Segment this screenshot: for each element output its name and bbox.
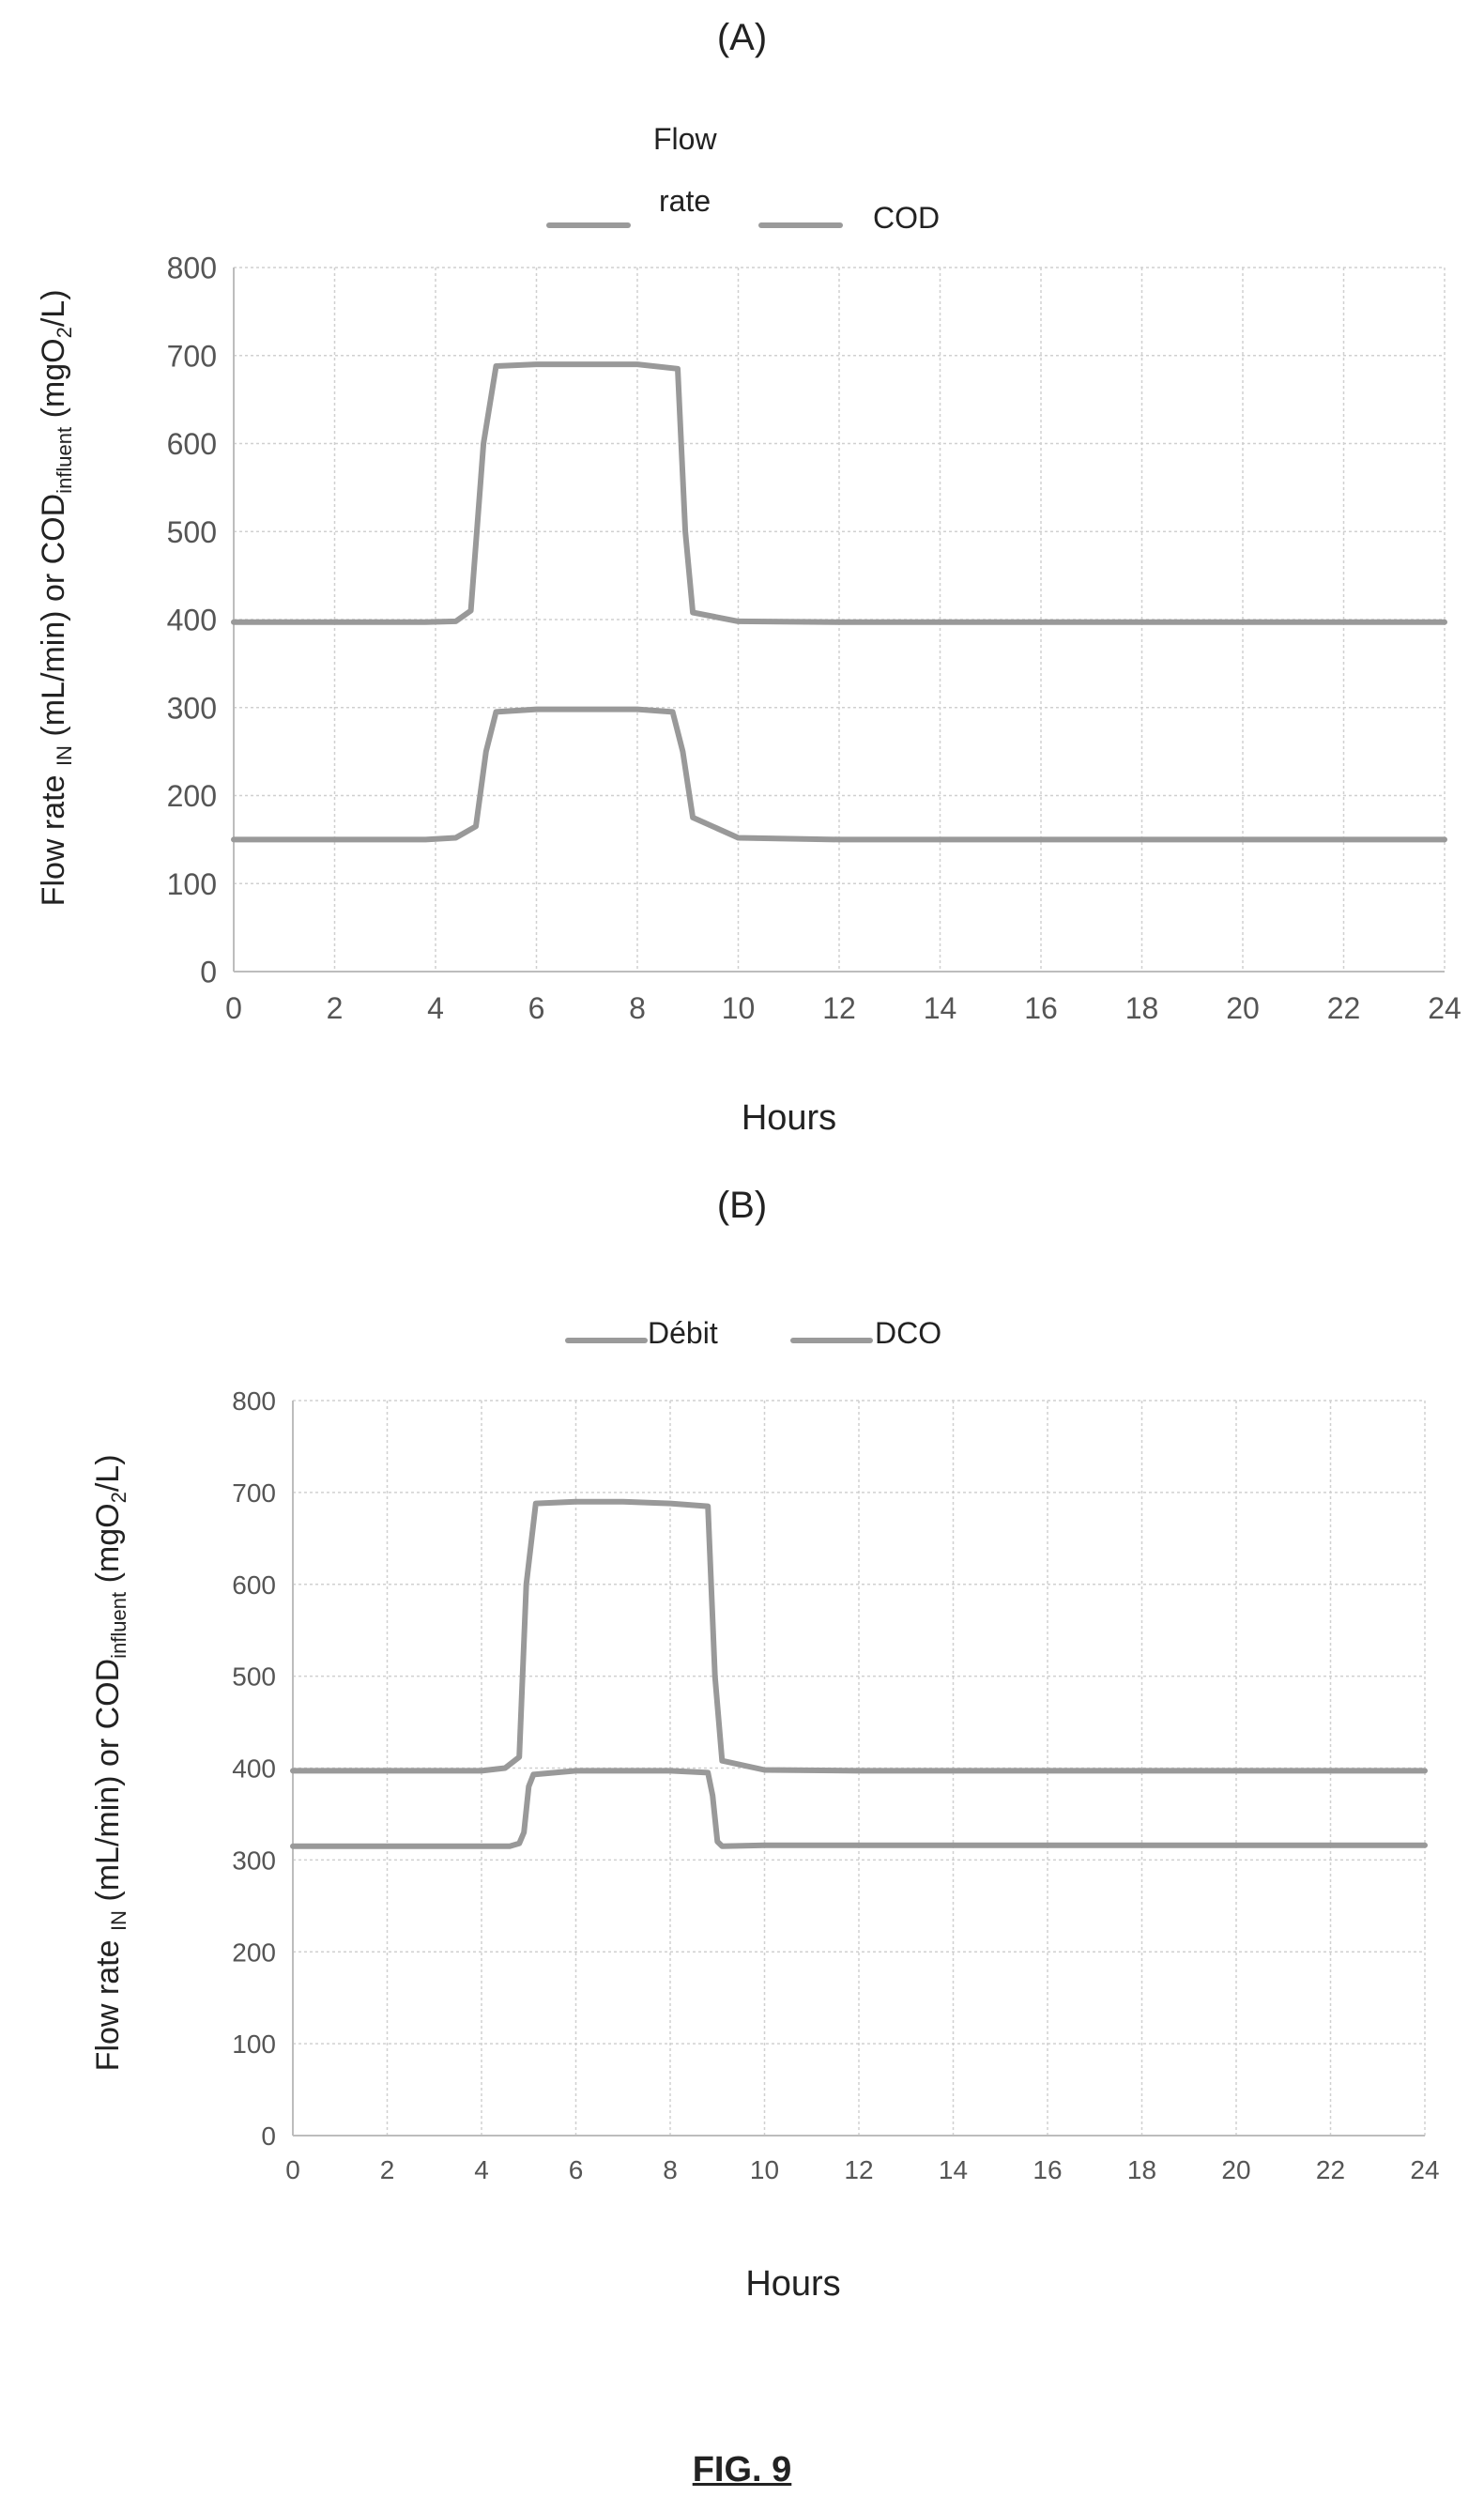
chart-a-y-tick-label: 600 — [167, 427, 217, 461]
legend-swatch-cod — [758, 222, 843, 228]
legend-swatch-dco — [790, 1338, 873, 1343]
legend-label-cod: COD — [873, 201, 941, 235]
chart-b-y-tick-label: 400 — [232, 1754, 276, 1784]
chart-a-x-tick-label: 8 — [629, 991, 646, 1025]
chart-b-x-tick-label: 12 — [844, 2155, 873, 2184]
chart-b-y-tick-label: 800 — [232, 1386, 276, 1416]
chart-a-x-tick-label: 2 — [327, 991, 344, 1025]
chart-a-y-tick-label: 700 — [167, 339, 217, 373]
chart-b-x-tick-label: 16 — [1033, 2155, 1062, 2184]
panel-label-a: (A) — [716, 17, 768, 58]
chart-b-x-tick-label: 24 — [1410, 2155, 1439, 2184]
chart-a-y-tick-label: 500 — [167, 515, 217, 549]
legend-label-flow-rate-line1: Flow — [653, 122, 717, 156]
panel-label-b: (B) — [716, 1185, 768, 1226]
chart-b-x-tick-label: 10 — [750, 2155, 779, 2184]
chart-b-y-tick-label: 300 — [232, 1846, 276, 1875]
chart-b-x-tick-label: 22 — [1316, 2155, 1345, 2184]
chart-a-y-tick-label: 300 — [167, 691, 217, 725]
chart-a-x-tick-label: 24 — [1428, 991, 1461, 1025]
chart-b-x-tick-label: 6 — [569, 2155, 584, 2184]
legend-label-debit: Débit — [648, 1316, 718, 1350]
x-axis-label-a: Hours — [741, 1098, 837, 1138]
chart-a-x-tick-label: 16 — [1024, 991, 1058, 1025]
chart-b-y-tick-label: 600 — [232, 1570, 276, 1600]
chart-a-x-tick-label: 18 — [1125, 991, 1159, 1025]
y-axis-label-b: Flow rate IN (mL/min) or CODinfluent (mg… — [90, 1454, 130, 2072]
chart-b-x-tick-label: 18 — [1127, 2155, 1156, 2184]
chart-b-x-tick-label: 14 — [939, 2155, 968, 2184]
chart-b-x-tick-label: 4 — [474, 2155, 489, 2184]
legend-swatch-flow-rate — [546, 222, 631, 228]
chart-b-y-tick-label: 700 — [232, 1478, 276, 1508]
chart-a-y-tick-label: 400 — [167, 604, 217, 637]
line-chart-a: 0 2 4 6 8 10 12 14 16 18 20 22 240100200300400500600… — [167, 252, 1461, 1025]
chart-a-y-tick-label: 100 — [167, 867, 217, 901]
chart-b-x-tick-label: 20 — [1221, 2155, 1250, 2184]
x-axis-label-b: Hours — [745, 2264, 841, 2304]
chart-a-series-line-2 — [231, 361, 1447, 625]
chart-a-x-tick-label: 14 — [924, 991, 957, 1025]
chart-b-x-tick-label: 0 — [285, 2155, 300, 2184]
chart-a-x-tick-label: 0 — [225, 991, 242, 1025]
chart-a-y-tick-label: 800 — [167, 252, 217, 285]
chart-a-y-tick-label: 0 — [200, 956, 217, 989]
chart-a-x-tick-label: 20 — [1226, 991, 1260, 1025]
legend-label-flow-rate-line2: rate — [659, 184, 711, 218]
chart-b-y-tick-label: 200 — [232, 1938, 276, 1967]
chart-b-x-tick-label: 2 — [380, 2155, 395, 2184]
chart-b-series-line-2 — [290, 1498, 1428, 1774]
chart-a-y-tick-label: 200 — [167, 779, 217, 813]
chart-a-x-tick-label: 12 — [822, 991, 856, 1025]
chart-b-y-tick-label: 500 — [232, 1662, 276, 1692]
chart-b-y-tick-label: 0 — [261, 2121, 276, 2151]
legend-swatch-debit — [565, 1338, 648, 1343]
line-chart-b: 0 2 4 6 8 10 12 14 16 18 20 22 240100200300400500600… — [232, 1386, 1439, 2184]
chart-a-x-tick-label: 22 — [1327, 991, 1361, 1025]
figure-label: FIG. 9 — [692, 2450, 792, 2489]
chart-a-x-tick-label: 6 — [528, 991, 545, 1025]
legend-label-dco: DCO — [875, 1316, 942, 1350]
chart-a-x-tick-label: 4 — [427, 991, 444, 1025]
chart-b-series-line-1 — [290, 1768, 1428, 1849]
chart-a-series-line-1 — [231, 706, 1447, 843]
chart-b-y-tick-label: 100 — [232, 2030, 276, 2059]
chart-b-x-tick-label: 8 — [663, 2155, 678, 2184]
chart-a-x-tick-label: 10 — [722, 991, 756, 1025]
